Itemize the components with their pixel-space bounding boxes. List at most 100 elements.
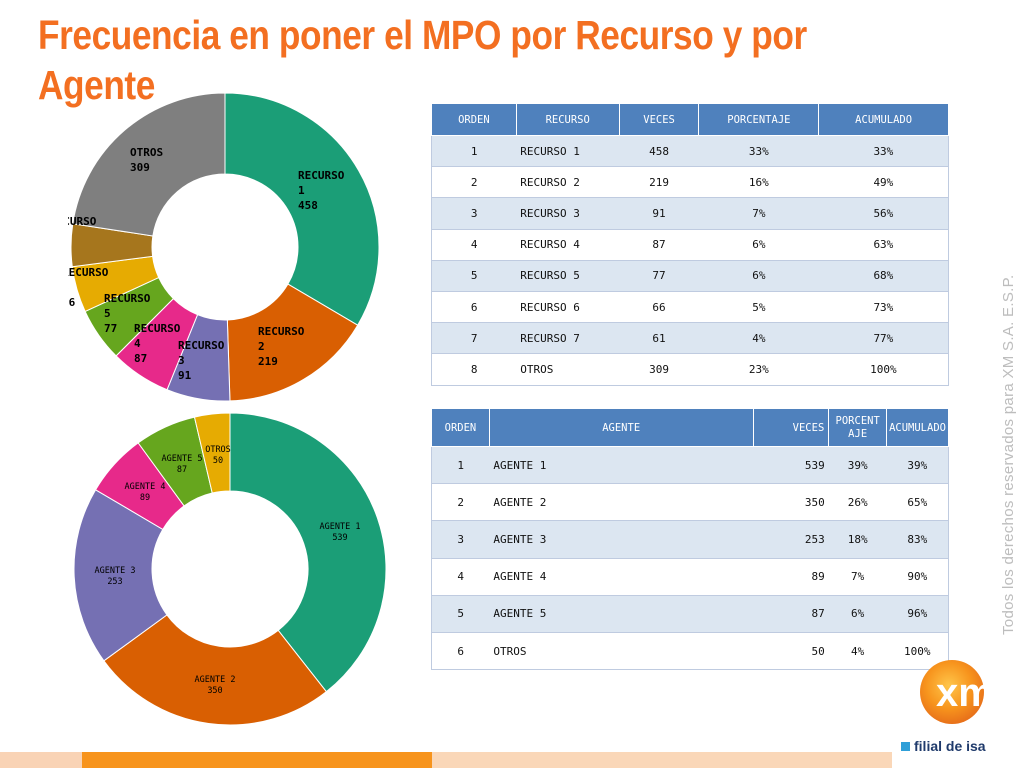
slice-label: AGENTE 3 253: [95, 566, 136, 587]
table-cell: RECURSO 5: [516, 260, 620, 292]
table-cell: AGENTE 3: [489, 520, 754, 559]
table-cell: 4%: [828, 632, 887, 671]
table-cell: 1: [431, 446, 490, 485]
logo-tagline: filial de isa: [914, 738, 986, 754]
slice-label: RECURSO 3 91: [178, 339, 225, 382]
table-row: 2 AGENTE 2 350 26% 65%: [431, 483, 949, 522]
table-cell: 3: [431, 520, 490, 559]
table-cell: 89: [753, 558, 829, 596]
table-row: 7 RECURSO 7 61 4% 77%: [431, 322, 949, 355]
slice-label: RECURSO 1 458: [298, 169, 345, 212]
isa-square-icon: [901, 742, 910, 751]
donut-slice: [72, 92, 226, 237]
table-cell: 83%: [886, 520, 949, 559]
table-row: 1 RECURSO 1 458 33% 33%: [431, 135, 949, 168]
table-cell: AGENTE 4: [489, 558, 754, 596]
table-cell: 6%: [698, 260, 819, 292]
table-row: 4 AGENTE 4 89 7% 90%: [431, 558, 949, 596]
slice-label: OTROS 309: [130, 146, 163, 174]
table-cell: 39%: [886, 446, 949, 485]
donut-slice: [103, 614, 328, 726]
table-cell: RECURSO 7: [516, 322, 620, 355]
table-cell: 5: [431, 595, 490, 633]
table-cell: 26%: [828, 483, 887, 522]
table-cell: 1: [431, 135, 517, 168]
logo-mark: xm: [936, 671, 994, 715]
table-row: 5 AGENTE 5 87 6% 96%: [431, 595, 949, 633]
table-cell: 23%: [698, 353, 819, 386]
table-cell: 350: [753, 483, 829, 522]
table-cell: 66: [619, 291, 699, 324]
table-row: 3 RECURSO 3 91 7% 56%: [431, 197, 949, 230]
table-cell: 68%: [818, 260, 949, 292]
table-cell: 16%: [698, 166, 819, 199]
slice-label: RECURSO 5 77: [104, 292, 151, 335]
table-cell: 6%: [698, 229, 819, 261]
header-recurso: RECURSO: [515, 103, 620, 136]
donut-slice: [73, 489, 168, 662]
table-row: 6 OTROS 50 4% 100%: [431, 632, 949, 671]
logo-circle: [920, 660, 984, 724]
slice-label: OTROS 50: [205, 445, 231, 466]
table-cell: OTROS: [516, 353, 620, 386]
header-porcentaje: PORCENTAJE: [828, 408, 888, 447]
footer-bar-left: [0, 752, 82, 768]
recurso-table-header: ORDEN RECURSO VECES PORCENTAJE ACUMULADO: [431, 103, 949, 136]
agente-donut-chart: AGENTE 1 539 AGENTE 2 350 AGENTE 3 253 AGENTE …: [73, 412, 387, 726]
table-cell: 61: [619, 322, 699, 355]
agente-table-header: ORDEN AGENTE VECES PORCENTAJE ACUMULADO: [431, 408, 949, 447]
table-cell: RECURSO 6: [516, 291, 620, 324]
slice-label: AGENTE 5 87: [162, 454, 203, 475]
table-cell: 3: [431, 197, 517, 230]
slice-label: AGENTE 2 350: [195, 675, 236, 696]
donut-slice: [224, 92, 380, 326]
table-cell: 458: [619, 135, 699, 168]
table-cell: 4: [431, 229, 517, 261]
donut-slice: [193, 412, 231, 494]
footer-bar-right: [432, 752, 892, 768]
table-cell: 309: [619, 353, 699, 386]
table-cell: 5: [431, 260, 517, 292]
table-cell: 6: [431, 632, 490, 671]
table-cell: 253: [753, 520, 829, 559]
slice-label: RECURSO 2 219: [258, 325, 305, 368]
table-cell: 73%: [818, 291, 949, 324]
header-orden: ORDEN: [431, 408, 490, 447]
table-cell: RECURSO 4: [516, 229, 620, 261]
header-acumulado: ACUMULADO: [886, 408, 949, 447]
page-title: Frecuencia en poner el MPO por Recurso y…: [38, 12, 807, 108]
xm-logo: xm filial de isa: [901, 660, 994, 754]
table-cell: RECURSO 1: [516, 135, 620, 168]
table-row: 4 RECURSO 4 87 6% 63%: [431, 229, 949, 261]
table-cell: AGENTE 1: [489, 446, 754, 485]
table-row: 2 RECURSO 2 219 16% 49%: [431, 166, 949, 199]
table-cell: 77: [619, 260, 699, 292]
table-cell: 96%: [886, 595, 949, 633]
table-cell: 56%: [818, 197, 949, 230]
footer-bar-main: [82, 752, 432, 768]
table-cell: 63%: [818, 229, 949, 261]
table-cell: 65%: [886, 483, 949, 522]
table-cell: 33%: [698, 135, 819, 168]
table-cell: 6: [431, 291, 517, 324]
header-porcentaje: PORCENTAJE: [698, 103, 820, 136]
table-cell: 90%: [886, 558, 949, 596]
table-cell: 7%: [828, 558, 887, 596]
table-cell: 77%: [818, 322, 949, 355]
table-cell: 8: [431, 353, 517, 386]
table-cell: 87: [619, 229, 699, 261]
table-cell: 50: [753, 632, 829, 671]
table-cell: 539: [753, 446, 829, 485]
table-cell: AGENTE 2: [489, 483, 754, 522]
slice-label: AGENTE 1 539: [320, 522, 361, 543]
copyright-text: Todos los derechos reservados para XM S.…: [1000, 274, 1017, 635]
table-cell: 18%: [828, 520, 887, 559]
agente-table: ORDEN AGENTE VECES PORCENTAJE ACUMULADO …: [431, 408, 949, 671]
header-veces: VECES: [752, 408, 830, 447]
table-cell: AGENTE 5: [489, 595, 754, 633]
slice-label: AGENTE 4 89: [125, 482, 166, 503]
table-cell: OTROS: [489, 632, 754, 671]
